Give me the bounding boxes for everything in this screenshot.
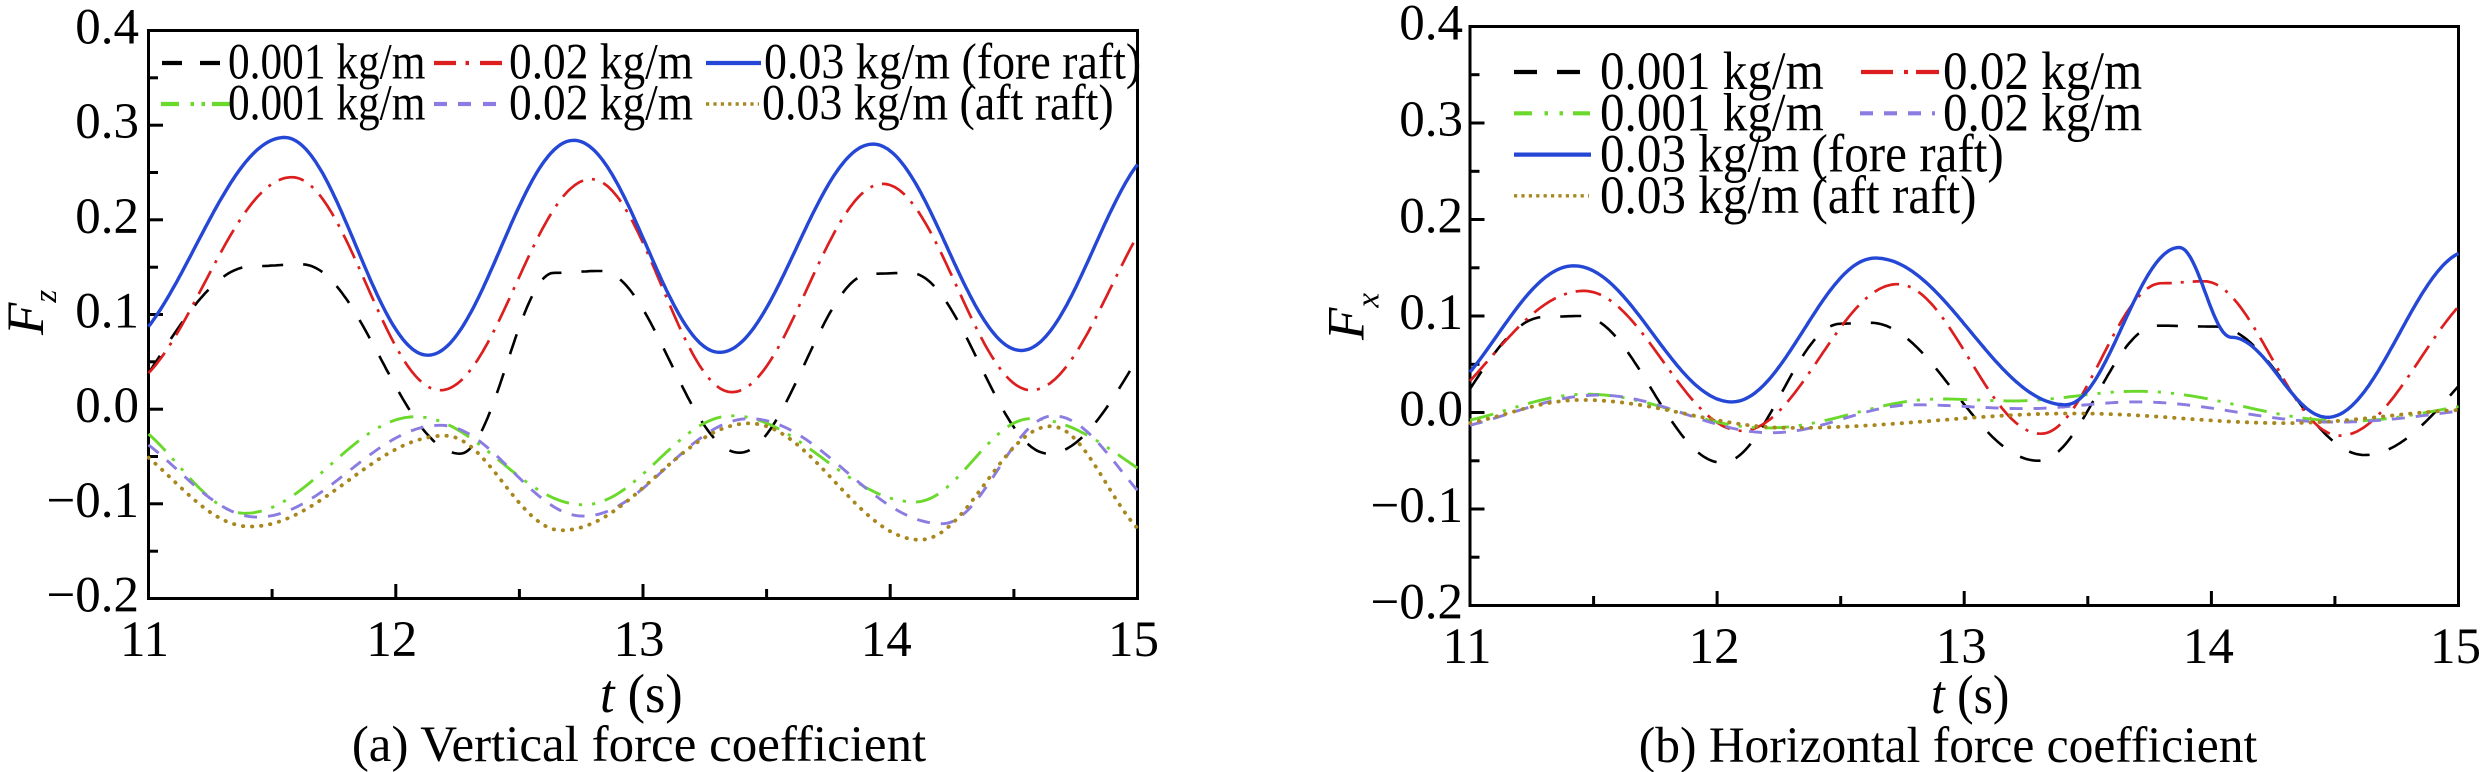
svg-text:15: 15 <box>2430 619 2481 675</box>
svg-text:0.3: 0.3 <box>1399 92 1463 148</box>
svg-text:0.1: 0.1 <box>1399 285 1463 341</box>
svg-text:(b) Horizontal force coefficie: (b) Horizontal force coefficient <box>1639 716 2257 772</box>
svg-text:0.001 kg/m: 0.001 kg/m <box>228 34 426 90</box>
svg-text:0.02 kg/m: 0.02 kg/m <box>509 34 693 90</box>
svg-text:0.03 kg/m (aft raft): 0.03 kg/m (aft raft) <box>1600 166 1976 226</box>
svg-text:0.0: 0.0 <box>75 378 139 434</box>
svg-text:0.03 kg/m (aft raft): 0.03 kg/m (aft raft) <box>762 75 1114 131</box>
svg-text:−0.2: −0.2 <box>46 568 139 624</box>
svg-text:0.03 kg/m (fore raft): 0.03 kg/m (fore raft) <box>764 34 1141 90</box>
svg-text:14: 14 <box>2183 619 2234 675</box>
svg-text:0.2: 0.2 <box>1399 189 1463 245</box>
svg-text:11: 11 <box>1442 619 1491 675</box>
svg-text:0.2: 0.2 <box>75 189 139 245</box>
svg-text:0.001 kg/m: 0.001 kg/m <box>228 75 426 131</box>
svg-text:0.02 kg/m: 0.02 kg/m <box>1943 42 2142 102</box>
svg-text:t (s): t (s) <box>600 663 683 725</box>
svg-text:0.03 kg/m (fore raft): 0.03 kg/m (fore raft) <box>1600 125 2004 185</box>
svg-text:11: 11 <box>120 612 169 668</box>
svg-text:−0.1: −0.1 <box>46 473 139 529</box>
svg-text:0.4: 0.4 <box>1399 0 1463 52</box>
svg-text:0.0: 0.0 <box>1399 382 1463 438</box>
svg-text:0.1: 0.1 <box>75 284 139 340</box>
svg-text:0.02 kg/m: 0.02 kg/m <box>1943 83 2142 143</box>
svg-text:0.3: 0.3 <box>75 94 139 150</box>
svg-text:14: 14 <box>861 612 912 668</box>
svg-text:(a) Vertical force coefficient: (a) Vertical force coefficient <box>352 717 926 772</box>
svg-text:12: 12 <box>366 612 417 668</box>
svg-text:13: 13 <box>1936 619 1987 675</box>
svg-text:0.001 kg/m: 0.001 kg/m <box>1600 42 1824 102</box>
svg-text:15: 15 <box>1108 612 1159 668</box>
svg-text:0.4: 0.4 <box>75 0 139 56</box>
svg-text:t (s): t (s) <box>1931 665 2009 726</box>
svg-text:0.02 kg/m: 0.02 kg/m <box>509 75 693 131</box>
svg-text:−0.2: −0.2 <box>1370 575 1463 631</box>
svg-text:0.001 kg/m: 0.001 kg/m <box>1600 83 1824 143</box>
svg-text:13: 13 <box>614 612 665 668</box>
svg-text:−0.1: −0.1 <box>1370 478 1463 534</box>
svg-text:12: 12 <box>1689 619 1740 675</box>
